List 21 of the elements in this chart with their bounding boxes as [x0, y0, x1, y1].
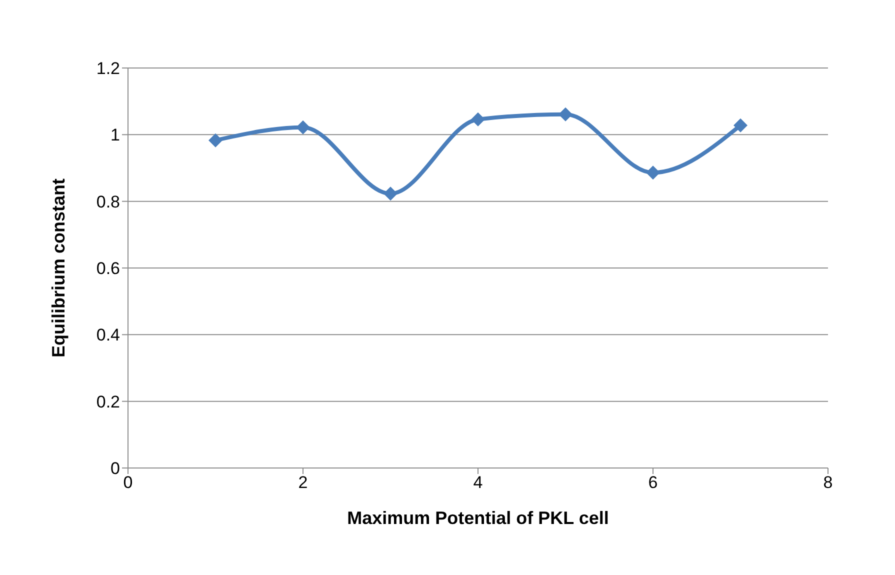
- x-tick-label: 2: [298, 473, 308, 492]
- point: [471, 112, 485, 126]
- x-tick-label: 6: [648, 473, 658, 492]
- y-tick-label: 0.4: [96, 326, 120, 345]
- y-tick-label: 0: [110, 459, 120, 478]
- point: [296, 120, 310, 134]
- point: [558, 107, 572, 122]
- point: [208, 133, 222, 148]
- y-tick-label: 0.8: [96, 192, 120, 212]
- x-tick-label: 4: [473, 473, 483, 492]
- point: [384, 186, 398, 201]
- x-tick-label: 0: [123, 473, 133, 492]
- y-tick-label: 1: [110, 126, 120, 145]
- y-tick-label: 0.6: [96, 259, 120, 278]
- x-tick-label: 8: [823, 473, 833, 492]
- x-axis-title: Maximum Potential of PKL cell: [347, 508, 609, 528]
- y-axis-title: Equilibrium constant: [48, 178, 68, 358]
- y-tick-label: 1.2: [96, 59, 120, 78]
- y-tick-label: 0.2: [96, 392, 120, 412]
- point: [734, 118, 748, 132]
- point: [646, 166, 660, 180]
